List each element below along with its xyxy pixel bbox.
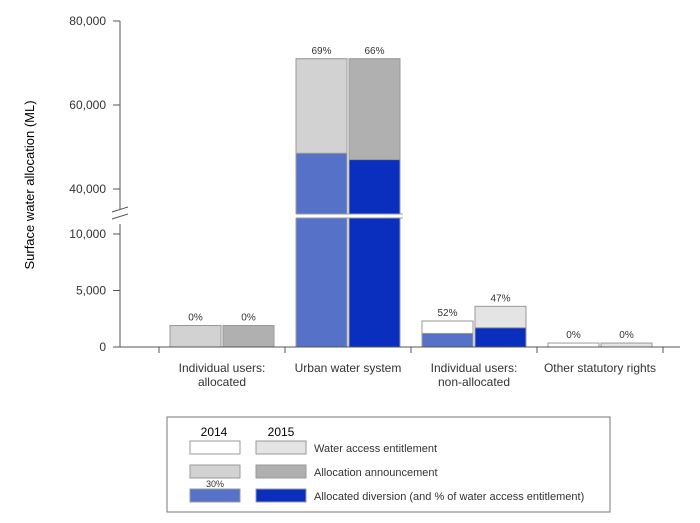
x-category-label: allocated [198, 375, 246, 389]
bar-pct-label: 66% [364, 46, 384, 57]
x-category-label: Individual users: [179, 361, 266, 375]
axis-layer: 0 5,000 10,000 40,000 60,000 80,000 Individual… [69, 14, 680, 389]
axis-break-band [0, 214, 680, 218]
legend-year-2015: 2015 [268, 425, 295, 439]
bar-announcement [169, 325, 222, 348]
bar-entitlement [547, 342, 600, 348]
bar-pct-label: 47% [490, 293, 510, 304]
bar-announcement [222, 325, 275, 348]
legend-item-label: Water access entitlement [314, 443, 437, 455]
bar-diversion [348, 159, 401, 348]
y-axis-label: Surface water allocation (ML) [22, 100, 37, 269]
bars-layer: 0% 69% 52% 0% 0% 66% 47% 0% [0, 46, 680, 348]
legend-swatch-2014 [189, 464, 241, 479]
y-tick-label: 60,000 [69, 98, 106, 112]
x-category-label: Urban water system [295, 361, 402, 375]
bar-diversion [474, 327, 527, 348]
bar-pct-label: 0% [241, 313, 256, 324]
bar-diversion [421, 332, 474, 348]
legend-item-label: Allocated diversion (and % of water acce… [314, 491, 584, 503]
y-tick-label: 10,000 [69, 227, 106, 241]
legend-swatch-2015 [255, 488, 307, 503]
legend: 2014 2015 Water access entitlement Allocati… [166, 416, 611, 513]
legend-swatch-2015 [255, 440, 307, 455]
legend-swatch-2014 [189, 440, 241, 455]
bar-pct-label: 0% [566, 330, 581, 341]
x-category-label: Other statutory rights [544, 361, 656, 375]
x-category-label: non-allocated [438, 375, 510, 389]
bar-pct-label: 0% [188, 313, 203, 324]
axis-break-mark [111, 206, 129, 220]
bar-pct-label: 0% [619, 330, 634, 341]
bar-pct-label: 52% [437, 308, 457, 319]
legend-year-2014: 2014 [201, 425, 228, 439]
y-tick-label: 80,000 [69, 14, 106, 28]
legend-sample-pct: 30% [206, 479, 224, 489]
bar-pct-label: 69% [311, 46, 331, 57]
bar-entitlement [600, 342, 653, 348]
legend-swatch-2014 [189, 488, 241, 503]
bar-diversion [295, 152, 348, 348]
y-tick-label: 0 [99, 340, 106, 354]
x-category-label: Individual users: [431, 361, 518, 375]
legend-swatch-2015 [255, 464, 307, 479]
legend-box [166, 416, 611, 513]
y-tick-label: 5,000 [76, 284, 106, 298]
y-tick-label: 40,000 [69, 182, 106, 196]
legend-item-label: Allocation announcement [314, 467, 438, 479]
